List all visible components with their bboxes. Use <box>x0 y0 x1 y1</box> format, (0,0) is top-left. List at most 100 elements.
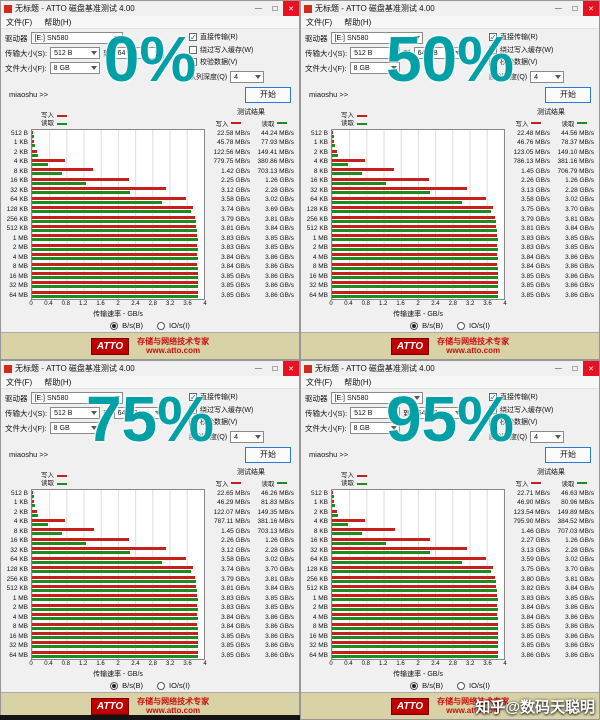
size-labels: 512 B 1 KB 2 KB 4 KB 8 KB 16 KB 32 KB 64 KB 128 … <box>303 129 331 301</box>
start-button[interactable]: 开始 <box>245 86 291 103</box>
read-bar <box>32 285 198 289</box>
read-bar <box>32 645 198 649</box>
direct-io-checkbox[interactable] <box>189 33 197 42</box>
maximize-button[interactable]: ☐ <box>271 365 279 373</box>
bar-row <box>332 195 504 204</box>
chevron-down-icon <box>390 426 397 430</box>
read-bar <box>332 626 498 630</box>
size-label: 8 MB <box>312 623 328 631</box>
to-label: 到 <box>103 408 111 418</box>
minimize-button[interactable]: — <box>554 5 562 12</box>
start-button[interactable]: 开始 <box>545 86 591 103</box>
menu-help[interactable]: 帮助(H) <box>44 377 72 387</box>
file-size-select[interactable]: 8 GB <box>49 62 100 74</box>
ios-radio[interactable] <box>457 681 465 690</box>
maximize-button[interactable]: ☐ <box>571 365 579 373</box>
transfer-to-select[interactable]: 64 MB <box>113 47 164 59</box>
menu-file[interactable]: 文件(F) <box>6 377 33 387</box>
menu-help[interactable]: 帮助(H) <box>344 377 372 387</box>
verify-data-checkbox[interactable] <box>189 58 197 66</box>
ios-radio[interactable] <box>157 681 165 690</box>
bs-radio[interactable] <box>410 321 419 330</box>
maximize-button[interactable]: ☐ <box>571 5 579 13</box>
queue-depth-select[interactable]: 4 <box>230 431 265 443</box>
miaoshu-toggle[interactable]: miaoshu >> <box>309 450 349 459</box>
minimize-button[interactable]: — <box>254 365 262 372</box>
transfer-from-select[interactable]: 512 B <box>350 407 401 419</box>
write-swatch-icon <box>57 474 67 477</box>
ios-radio[interactable] <box>457 321 465 330</box>
bypass-cache-checkbox[interactable] <box>189 45 197 54</box>
bypass-cache-checkbox[interactable] <box>189 405 197 414</box>
minimize-button[interactable]: — <box>254 5 262 12</box>
menu-file[interactable]: 文件(F) <box>306 17 333 27</box>
chevron-down-icon <box>555 75 562 79</box>
verify-data-checkbox[interactable] <box>489 418 497 426</box>
chevron-down-icon <box>391 411 398 415</box>
read-swatch-icon <box>576 121 587 124</box>
read-bar <box>332 522 349 526</box>
direct-io-checkbox[interactable] <box>189 393 197 402</box>
start-button[interactable]: 开始 <box>545 446 591 463</box>
results-title: 测试结果 <box>537 108 565 116</box>
bypass-cache-row: 绕过写入缓存(W) <box>489 45 595 55</box>
queue-depth-select[interactable]: 4 <box>230 71 265 83</box>
bar-row <box>32 527 204 536</box>
queue-depth-select[interactable]: 4 <box>530 71 565 83</box>
read-value: 77.93 MB/s <box>261 139 294 147</box>
transfer-from-select[interactable]: 512 B <box>50 47 101 59</box>
transfer-from-select[interactable]: 512 B <box>50 407 101 419</box>
drive-select[interactable]: [E:] SN580 <box>30 32 123 44</box>
x-tick: 1.2 <box>79 661 88 667</box>
minimize-button[interactable]: — <box>554 365 562 372</box>
x-tick: 2.4 <box>131 301 140 307</box>
transfer-to-select[interactable]: 64 MB <box>413 47 464 59</box>
read-bar <box>332 162 348 166</box>
bar-row <box>332 593 504 602</box>
file-size-select[interactable]: 8 GB <box>349 62 400 74</box>
bypass-cache-checkbox[interactable] <box>489 45 497 54</box>
queue-depth-select[interactable]: 4 <box>530 431 565 443</box>
drive-select[interactable]: [E:] SN580 <box>330 32 423 44</box>
menu-file[interactable]: 文件(F) <box>306 377 333 387</box>
file-size-select[interactable]: 8 GB <box>49 422 100 434</box>
bar-row <box>32 177 204 186</box>
verify-data-checkbox[interactable] <box>189 418 197 426</box>
write-value: 22.71 MB/s <box>517 489 550 497</box>
bs-radio[interactable] <box>410 681 419 690</box>
direct-io-checkbox[interactable] <box>489 33 497 42</box>
transfer-to-select[interactable]: 64 MB <box>413 407 464 419</box>
drive-select[interactable]: [E:] SN580 <box>30 392 123 404</box>
ios-radio[interactable] <box>157 321 165 330</box>
direct-io-checkbox[interactable] <box>489 393 497 402</box>
benchmark-chart: 512 B 1 KB 2 KB 4 KB 8 KB 16 KB 32 KB 64 KB 128 … <box>3 128 297 300</box>
bypass-cache-checkbox[interactable] <box>489 405 497 414</box>
bs-radio[interactable] <box>110 681 119 690</box>
miaoshu-toggle[interactable]: miaoshu >> <box>9 90 49 99</box>
miaoshu-toggle[interactable]: miaoshu >> <box>9 450 49 459</box>
close-button[interactable]: ✕ <box>583 1 599 16</box>
bs-radio[interactable] <box>110 321 119 330</box>
close-button[interactable]: ✕ <box>283 1 299 16</box>
write-value: 3.75 GB/s <box>521 566 550 574</box>
maximize-button[interactable]: ☐ <box>271 5 279 13</box>
miaoshu-toggle[interactable]: miaoshu >> <box>309 90 349 99</box>
start-button[interactable]: 开始 <box>245 446 291 463</box>
verify-data-checkbox[interactable] <box>489 58 497 66</box>
file-size-select[interactable]: 8 GB <box>349 422 400 434</box>
transfer-from-select[interactable]: 512 B <box>350 47 401 59</box>
close-button[interactable]: ✕ <box>283 361 299 376</box>
drive-select[interactable]: [E:] SN580 <box>330 392 423 404</box>
size-label: 512 KB <box>306 585 328 593</box>
menu-help[interactable]: 帮助(H) <box>344 17 372 27</box>
size-label: 16 MB <box>9 632 28 640</box>
transfer-to-select[interactable]: 64 MB <box>113 407 164 419</box>
write-value: 3.85 GB/s <box>521 291 550 299</box>
menu-help[interactable]: 帮助(H) <box>44 17 72 27</box>
read-value: 3.81 GB/s <box>265 215 294 223</box>
menu-file[interactable]: 文件(F) <box>6 17 33 27</box>
close-button[interactable]: ✕ <box>583 361 599 376</box>
bar-row <box>32 139 204 148</box>
bar-row <box>32 565 204 574</box>
footer-text: 存储与网络技术专家 www.atto.com <box>437 697 509 715</box>
